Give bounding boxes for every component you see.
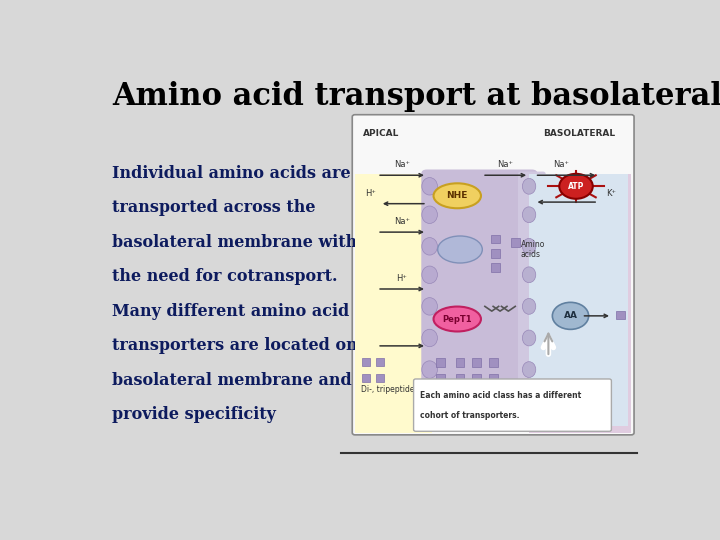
Bar [489, 358, 498, 367]
Ellipse shape [422, 361, 438, 379]
Ellipse shape [523, 267, 536, 282]
Ellipse shape [523, 362, 536, 377]
Text: the need for cotransport.: the need for cotransport. [112, 268, 338, 285]
Ellipse shape [552, 302, 589, 329]
Ellipse shape [422, 238, 438, 255]
Bar [362, 374, 370, 382]
Text: Di-, tripeptides: Di-, tripeptides [361, 386, 418, 394]
Ellipse shape [422, 178, 438, 195]
Text: basolateral membrane without: basolateral membrane without [112, 234, 387, 251]
Text: Amino
acids: Amino acids [521, 240, 545, 259]
Text: Each amino acid class has a different: Each amino acid class has a different [420, 392, 582, 401]
Bar [489, 374, 498, 382]
Text: Many different amino acid: Many different amino acid [112, 302, 350, 320]
Text: transported across the: transported across the [112, 199, 316, 216]
Bar [529, 174, 629, 427]
Bar [376, 358, 384, 366]
Ellipse shape [438, 236, 482, 263]
Bar [492, 263, 500, 272]
Text: transporters are located on the: transporters are located on the [112, 337, 393, 354]
Text: K⁺: K⁺ [606, 190, 616, 198]
Text: Amino acid transport at basolateral: Amino acid transport at basolateral [112, 82, 720, 112]
Ellipse shape [523, 207, 536, 222]
Text: Individual amino acids are: Individual amino acids are [112, 165, 351, 181]
Ellipse shape [422, 266, 438, 284]
Bar [362, 358, 370, 366]
Ellipse shape [422, 329, 438, 347]
Bar [492, 235, 500, 244]
Ellipse shape [422, 298, 438, 315]
Bar [529, 174, 631, 433]
Ellipse shape [422, 206, 438, 224]
Ellipse shape [523, 299, 536, 314]
Text: Na⁺: Na⁺ [394, 217, 410, 226]
Bar [436, 358, 445, 367]
Text: Na⁺: Na⁺ [553, 160, 569, 169]
Bar [472, 358, 481, 367]
Bar [456, 358, 464, 367]
Ellipse shape [523, 178, 536, 194]
Ellipse shape [433, 307, 481, 332]
Text: AA: AA [564, 312, 577, 320]
FancyBboxPatch shape [518, 172, 546, 409]
Bar [355, 174, 433, 433]
Text: provide specificity: provide specificity [112, 406, 276, 423]
Ellipse shape [523, 330, 536, 346]
Bar [510, 238, 520, 246]
Text: Na⁺: Na⁺ [498, 160, 513, 169]
Bar [472, 374, 481, 382]
Text: APICAL: APICAL [364, 130, 400, 138]
Bar [616, 310, 625, 319]
Text: H⁺: H⁺ [365, 190, 376, 198]
FancyBboxPatch shape [421, 170, 537, 411]
Text: PepT1: PepT1 [442, 314, 472, 323]
Text: Na⁺: Na⁺ [394, 160, 410, 169]
FancyBboxPatch shape [352, 114, 634, 435]
Text: H⁺: H⁺ [397, 274, 408, 284]
Ellipse shape [433, 183, 481, 208]
Text: BASOLATERAL: BASOLATERAL [543, 130, 615, 138]
Bar [436, 374, 445, 382]
FancyBboxPatch shape [413, 379, 611, 431]
Text: cohort of transporters.: cohort of transporters. [420, 411, 520, 420]
Bar [492, 249, 500, 258]
Text: ATP: ATP [568, 182, 584, 191]
Text: basolateral membrane and: basolateral membrane and [112, 372, 352, 389]
Bar [456, 374, 464, 382]
Ellipse shape [523, 239, 536, 254]
Bar [376, 374, 384, 382]
Text: NHE: NHE [446, 191, 468, 200]
Circle shape [559, 174, 593, 199]
